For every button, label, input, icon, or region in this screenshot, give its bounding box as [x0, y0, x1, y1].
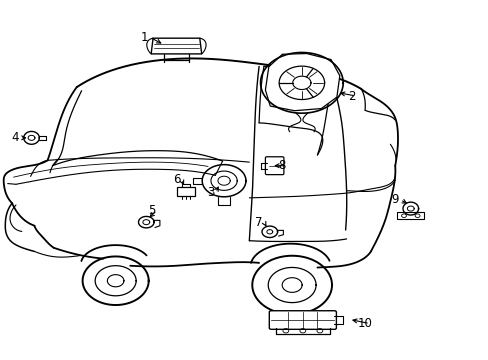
Text: 6: 6	[172, 173, 180, 186]
Bar	[177, 187, 195, 196]
FancyBboxPatch shape	[269, 311, 336, 329]
Text: 10: 10	[357, 317, 372, 330]
Text: 2: 2	[347, 90, 354, 103]
FancyBboxPatch shape	[265, 157, 284, 175]
Polygon shape	[151, 38, 201, 54]
Text: 4: 4	[11, 131, 19, 144]
Text: 3: 3	[206, 186, 214, 199]
Text: 5: 5	[148, 204, 156, 217]
Bar	[396, 212, 424, 219]
Text: 7: 7	[255, 216, 262, 229]
Text: 1: 1	[141, 31, 148, 44]
Text: 8: 8	[278, 159, 285, 172]
Polygon shape	[265, 54, 339, 111]
Text: 9: 9	[391, 193, 398, 206]
